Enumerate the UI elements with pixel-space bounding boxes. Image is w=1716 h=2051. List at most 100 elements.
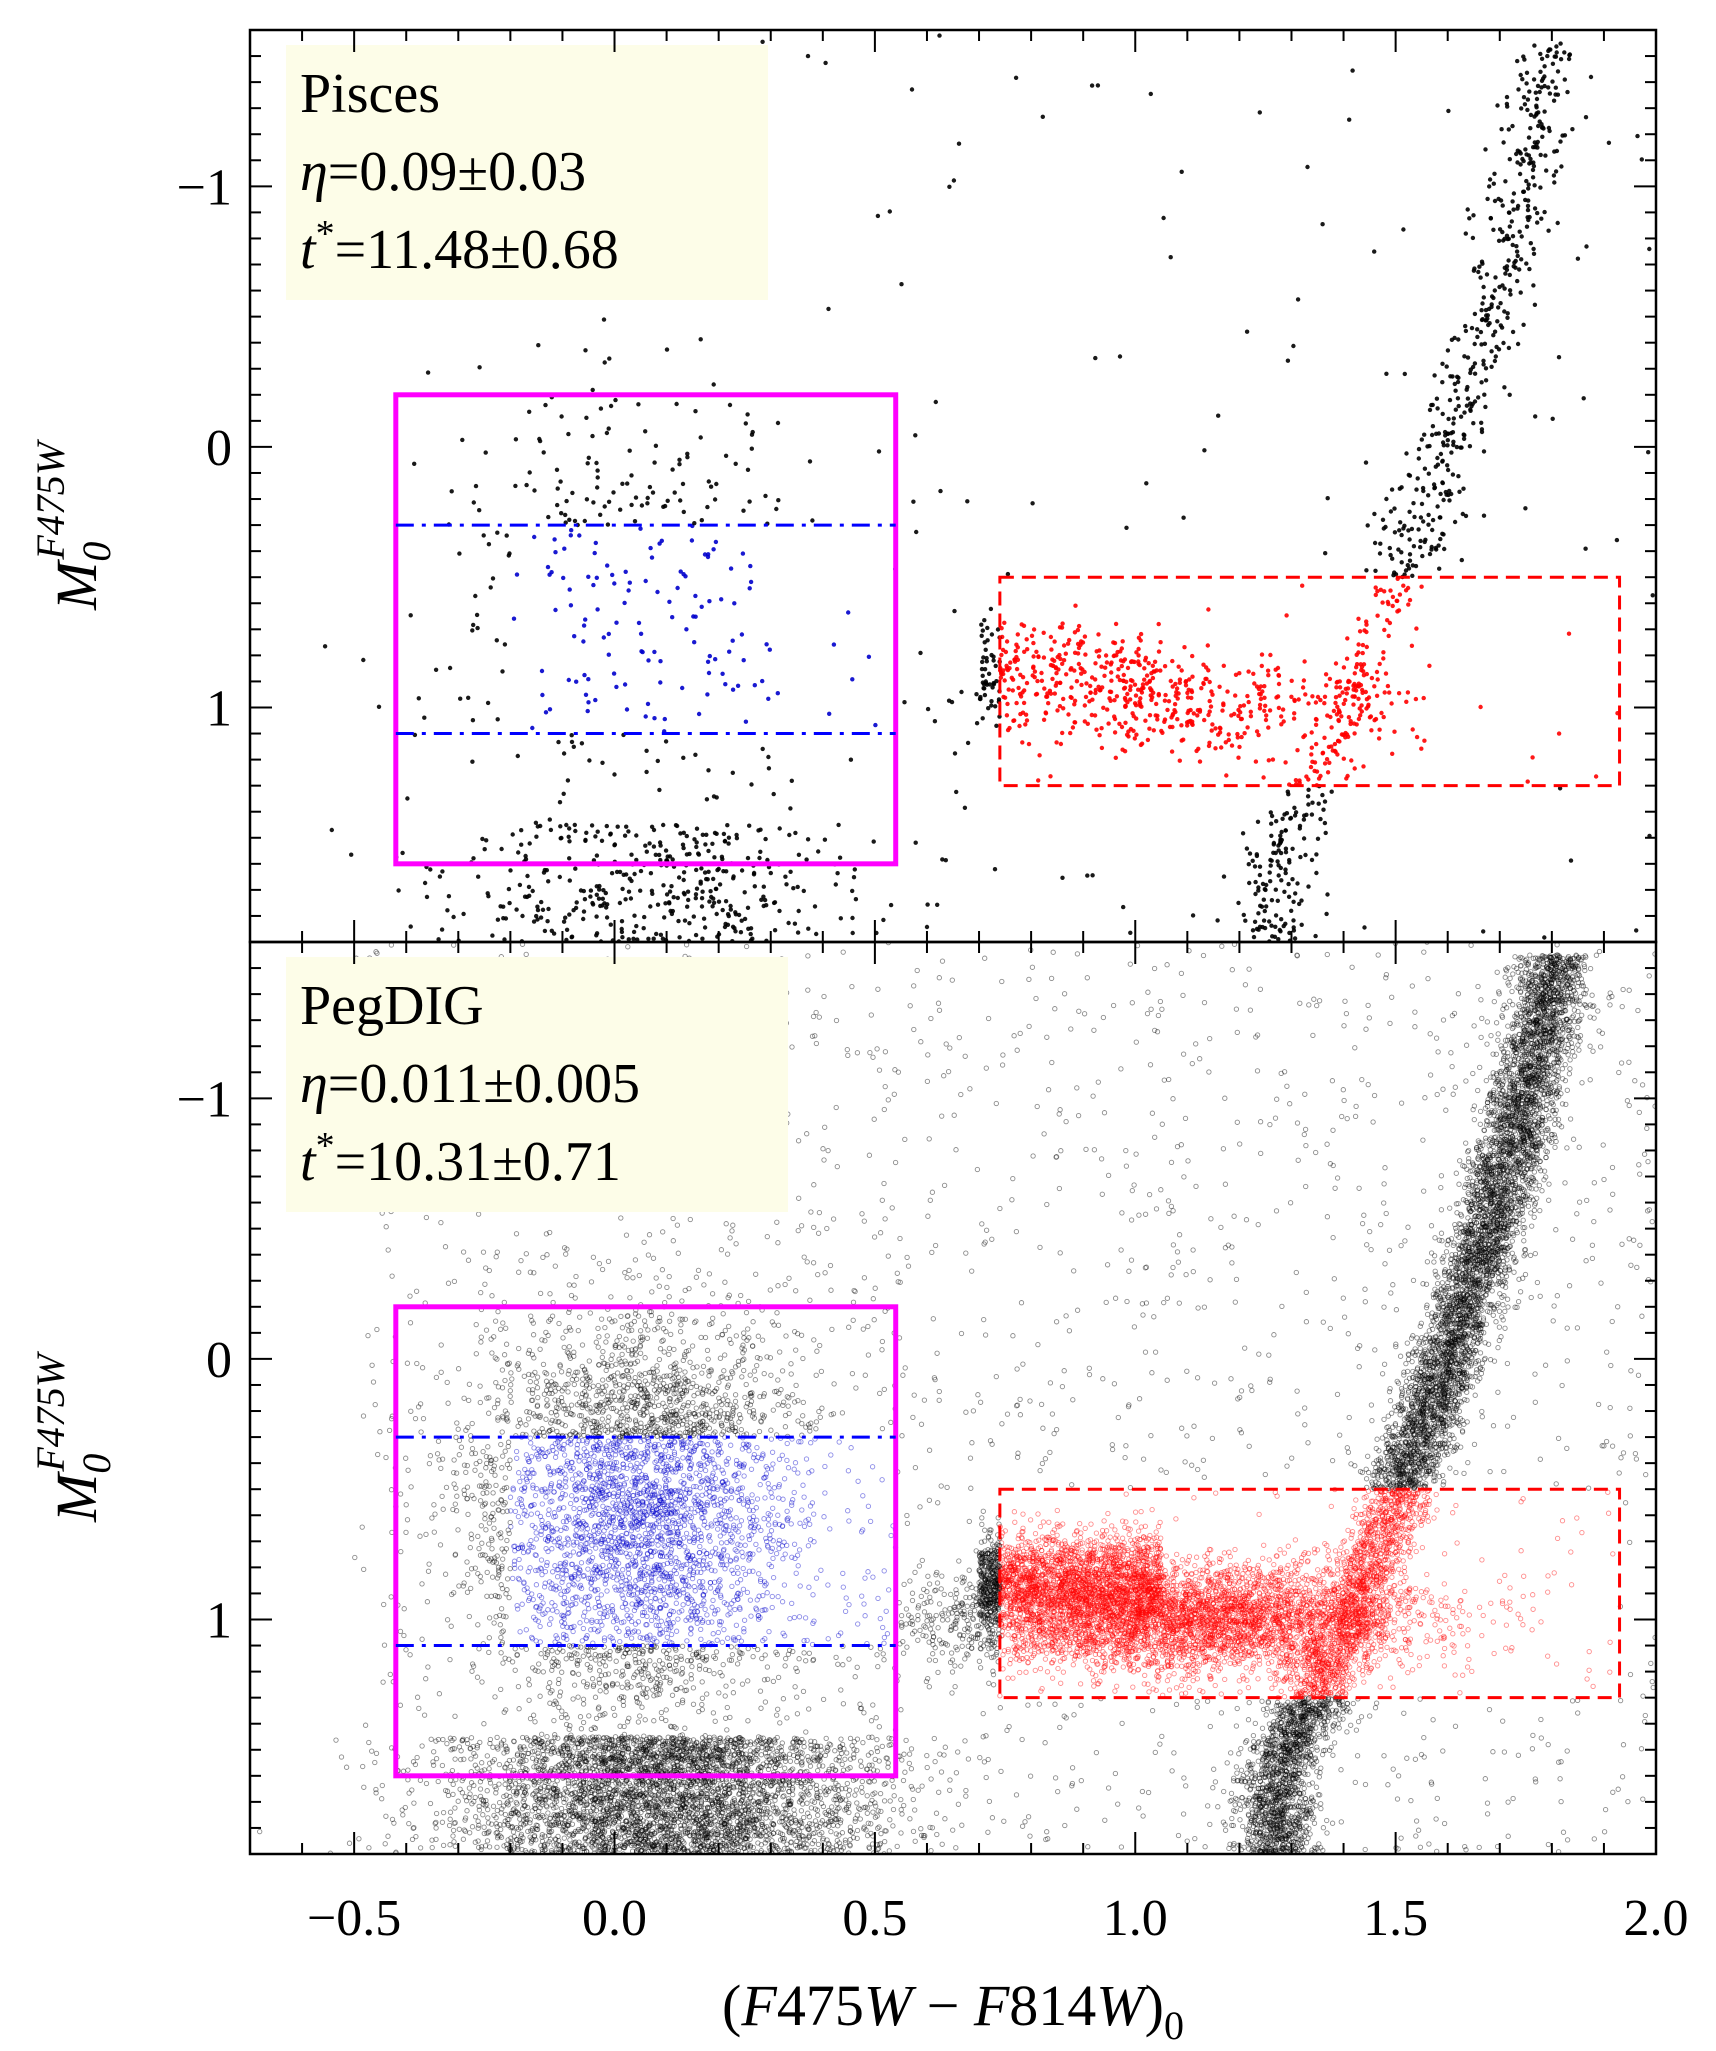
star-point xyxy=(1019,1823,1026,1829)
star-point xyxy=(764,642,769,647)
star-point xyxy=(720,856,725,862)
star-point xyxy=(933,399,938,405)
star-point xyxy=(1123,704,1128,709)
star-point xyxy=(591,582,596,588)
star-point xyxy=(952,751,958,756)
star-point xyxy=(1128,697,1133,702)
star-point xyxy=(1300,583,1305,588)
star-point xyxy=(602,360,607,365)
star-point xyxy=(663,901,668,906)
star-point xyxy=(1515,341,1521,347)
star-point xyxy=(561,575,566,581)
star-point xyxy=(1421,519,1426,524)
star-point xyxy=(534,834,539,839)
star-point xyxy=(759,897,764,902)
star-point xyxy=(1574,1515,1580,1521)
star-point xyxy=(1392,530,1398,535)
star-point xyxy=(1437,515,1443,520)
star-point xyxy=(1041,655,1047,660)
star-point xyxy=(1388,552,1393,558)
star-point xyxy=(1201,662,1206,667)
star-point xyxy=(642,914,647,920)
star-point xyxy=(855,1478,861,1484)
star-point xyxy=(1456,474,1461,479)
star-point xyxy=(1472,361,1478,366)
star-point xyxy=(1041,630,1046,635)
star-point xyxy=(545,919,550,924)
star-point xyxy=(1078,666,1083,671)
star-point xyxy=(591,500,596,505)
star-point xyxy=(1207,698,1212,704)
star-point xyxy=(767,647,772,652)
star-point xyxy=(1121,672,1127,678)
star-point xyxy=(1292,711,1297,716)
star-point xyxy=(707,899,712,904)
star-point xyxy=(1018,711,1023,717)
star-point xyxy=(1343,697,1348,703)
star-point xyxy=(888,1419,894,1426)
star-point xyxy=(692,837,697,842)
star-point xyxy=(776,498,781,503)
star-point xyxy=(530,888,535,894)
star-point xyxy=(1227,1660,1233,1667)
star-point xyxy=(1340,690,1345,695)
star-point xyxy=(561,751,567,756)
star-point xyxy=(581,623,587,628)
star-point xyxy=(519,842,524,847)
star-point xyxy=(1407,537,1412,542)
star-point xyxy=(657,852,662,858)
star-point xyxy=(1221,874,1227,879)
star-point xyxy=(555,502,560,508)
star-point xyxy=(1094,727,1099,732)
star-point xyxy=(1063,651,1069,656)
star-point xyxy=(1461,436,1467,441)
star-point xyxy=(1076,661,1082,667)
star-point xyxy=(1520,77,1525,82)
star-point xyxy=(1476,1844,1482,1851)
star-point xyxy=(578,1741,585,1748)
star-point xyxy=(1109,1523,1115,1529)
star-point xyxy=(1128,687,1133,693)
star-point xyxy=(726,913,731,919)
star-point xyxy=(658,659,663,664)
star-point xyxy=(1487,177,1493,182)
star-point xyxy=(1324,757,1330,762)
star-point xyxy=(1278,837,1283,842)
star-point xyxy=(797,1583,803,1589)
star-point xyxy=(711,896,716,901)
star-point xyxy=(549,1648,555,1654)
star-point xyxy=(647,484,653,490)
star-point xyxy=(485,891,490,896)
star-point xyxy=(631,929,637,935)
star-point xyxy=(1390,603,1395,609)
star-point xyxy=(1479,380,1484,385)
star-point xyxy=(982,618,987,623)
star-point xyxy=(612,772,617,777)
star-point xyxy=(738,930,744,935)
star-point xyxy=(376,704,382,709)
star-point xyxy=(604,905,609,910)
star-point xyxy=(1285,789,1291,794)
star-point xyxy=(1386,633,1391,639)
star-point xyxy=(1048,774,1053,779)
star-point xyxy=(489,1574,496,1580)
star-point xyxy=(1306,884,1311,889)
star-point xyxy=(728,903,733,909)
star-point xyxy=(607,356,612,361)
star-point xyxy=(716,1512,722,1518)
star-point xyxy=(1421,488,1426,494)
star-point xyxy=(984,655,989,661)
star-point xyxy=(1350,1700,1356,1707)
star-point xyxy=(1435,504,1440,509)
star-point xyxy=(595,485,600,490)
star-point xyxy=(1290,846,1295,851)
star-point xyxy=(1428,1594,1434,1600)
star-point xyxy=(663,739,669,744)
star-point xyxy=(1410,727,1415,732)
star-point xyxy=(1503,179,1508,184)
star-point xyxy=(701,916,707,921)
star-point xyxy=(1082,703,1088,708)
star-point xyxy=(1502,286,1507,291)
star-point xyxy=(714,831,719,836)
star-point xyxy=(1005,701,1010,707)
